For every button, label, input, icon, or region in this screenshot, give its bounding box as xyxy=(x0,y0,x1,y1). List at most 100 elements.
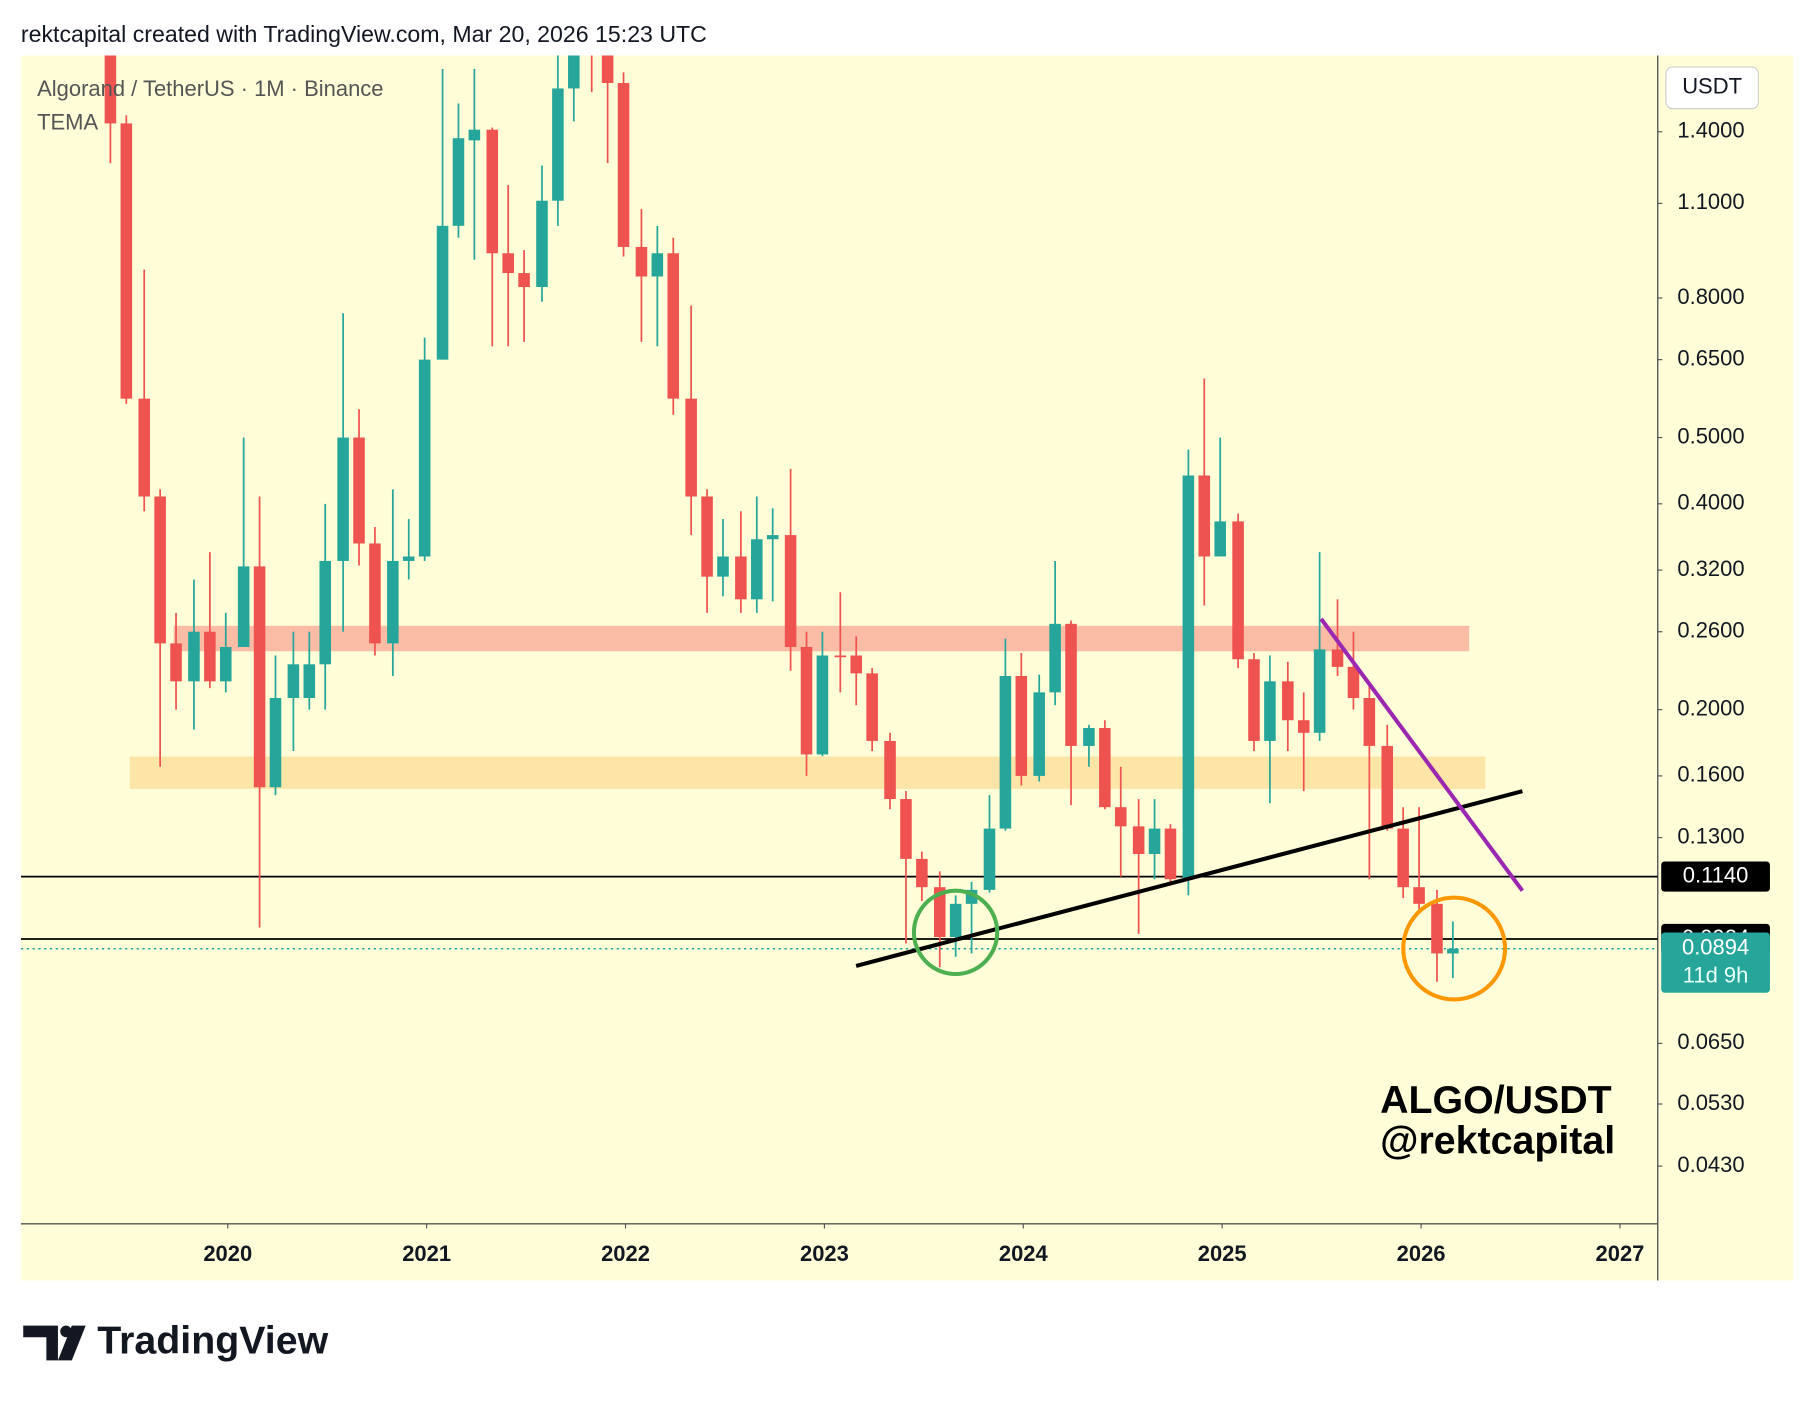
y-tick-label: 0.0650 xyxy=(1677,1029,1744,1054)
candle-body xyxy=(1033,692,1045,776)
candle-body xyxy=(1114,807,1127,827)
candle-body xyxy=(337,437,349,561)
candle-body xyxy=(1331,649,1344,667)
candle-body xyxy=(1182,475,1195,880)
highlight-circle xyxy=(1401,895,1508,1002)
y-tick-label: 0.1600 xyxy=(1677,762,1744,787)
x-tick-label: 2020 xyxy=(203,1241,252,1266)
candle-body xyxy=(319,560,331,665)
candle-body xyxy=(1065,623,1077,746)
last-price-label: 0.0894 xyxy=(1682,935,1749,960)
y-tick-label: 0.8000 xyxy=(1677,284,1744,309)
x-tick-label: 2024 xyxy=(999,1241,1049,1266)
candle-body xyxy=(651,253,664,277)
candle-body xyxy=(1015,675,1028,776)
candle-body xyxy=(138,398,151,497)
candle-body xyxy=(1232,521,1244,660)
candle-body xyxy=(154,496,166,644)
price-lines xyxy=(20,875,1658,950)
x-tick-label: 2021 xyxy=(402,1241,451,1266)
candle-body xyxy=(1132,826,1145,855)
candle-body xyxy=(1431,903,1443,954)
candle-body xyxy=(834,655,847,658)
candle-body xyxy=(800,646,813,755)
candle-body xyxy=(1049,623,1061,693)
candle-body xyxy=(1297,720,1310,733)
x-tick-label: 2026 xyxy=(1397,1241,1446,1266)
candle-body xyxy=(219,646,232,682)
candle-body xyxy=(237,566,250,647)
candle-body xyxy=(1264,681,1276,741)
candle-body xyxy=(751,539,763,600)
candle-body xyxy=(1347,666,1360,699)
candle-body xyxy=(784,535,797,647)
candle-body xyxy=(916,858,928,888)
candle-body xyxy=(1397,828,1409,888)
candle-body xyxy=(568,55,580,89)
candle-body xyxy=(1198,475,1211,557)
candle-body xyxy=(999,675,1012,829)
candle-body xyxy=(387,560,399,644)
last-price-box xyxy=(1661,932,1770,993)
candle-body xyxy=(1381,745,1394,829)
candle-body xyxy=(369,543,381,644)
candle-body xyxy=(766,535,779,540)
candle-body xyxy=(933,887,946,938)
y-tick-label: 0.0430 xyxy=(1677,1152,1744,1177)
y-tick-label: 1.1000 xyxy=(1677,189,1744,214)
candle-body xyxy=(536,200,548,288)
watermark: @rektcapital xyxy=(1380,1118,1615,1162)
candle-body xyxy=(635,246,648,277)
candle-body xyxy=(204,631,216,682)
candle-body xyxy=(253,566,266,788)
candle-body xyxy=(452,138,465,226)
candle-body xyxy=(468,129,481,141)
candle-body xyxy=(1214,521,1226,557)
candle-body xyxy=(1164,828,1177,880)
candle-body xyxy=(816,655,829,755)
candle-body xyxy=(486,129,499,254)
price-label: 0.1140 xyxy=(1683,862,1749,887)
y-tick-label: 0.2000 xyxy=(1677,695,1744,720)
candle-body xyxy=(900,799,912,859)
candle-body xyxy=(518,273,530,288)
candle-body xyxy=(965,889,978,904)
candle-body xyxy=(170,643,182,682)
x-tick-label: 2022 xyxy=(601,1241,650,1266)
candle-body xyxy=(717,556,729,577)
candle-body xyxy=(303,664,316,699)
y-tick-label: 0.3200 xyxy=(1677,556,1744,581)
candle-body xyxy=(866,673,878,741)
candle-body xyxy=(436,225,449,360)
candle-body xyxy=(353,437,365,544)
logo-mark xyxy=(57,1325,86,1361)
candle-body xyxy=(1248,659,1260,741)
candle-body xyxy=(104,55,117,124)
candle-body xyxy=(1413,887,1425,904)
candle-body xyxy=(502,253,514,274)
y-tick-label: 0.5000 xyxy=(1677,423,1744,448)
candle-body xyxy=(667,253,680,399)
chart-background xyxy=(20,55,1794,1281)
candle-body xyxy=(850,655,863,674)
candle-body xyxy=(402,556,415,561)
candles xyxy=(104,55,1459,982)
brand-logo: TradingView xyxy=(23,1318,329,1362)
candle-body xyxy=(685,398,697,497)
header: rektcapital created with TradingView.com… xyxy=(21,21,707,47)
currency-label[interactable]: USDT xyxy=(1682,74,1742,99)
candle-body xyxy=(418,359,431,557)
y-tick-label: 0.4000 xyxy=(1677,490,1744,515)
resistance-zone xyxy=(173,625,1470,652)
x-tick-label: 2025 xyxy=(1198,1241,1247,1266)
price-label-box xyxy=(1661,861,1770,892)
y-tick-label: 0.1300 xyxy=(1677,823,1744,848)
indicator-name: TEMA xyxy=(37,110,98,135)
y-tick-label: 0.2600 xyxy=(1677,618,1744,643)
x-tick-label: 2023 xyxy=(800,1241,849,1266)
annotations-front xyxy=(855,617,1525,1002)
currency-button[interactable] xyxy=(1665,66,1759,110)
candle-body xyxy=(983,828,996,890)
brand-name: TradingView xyxy=(97,1318,328,1362)
